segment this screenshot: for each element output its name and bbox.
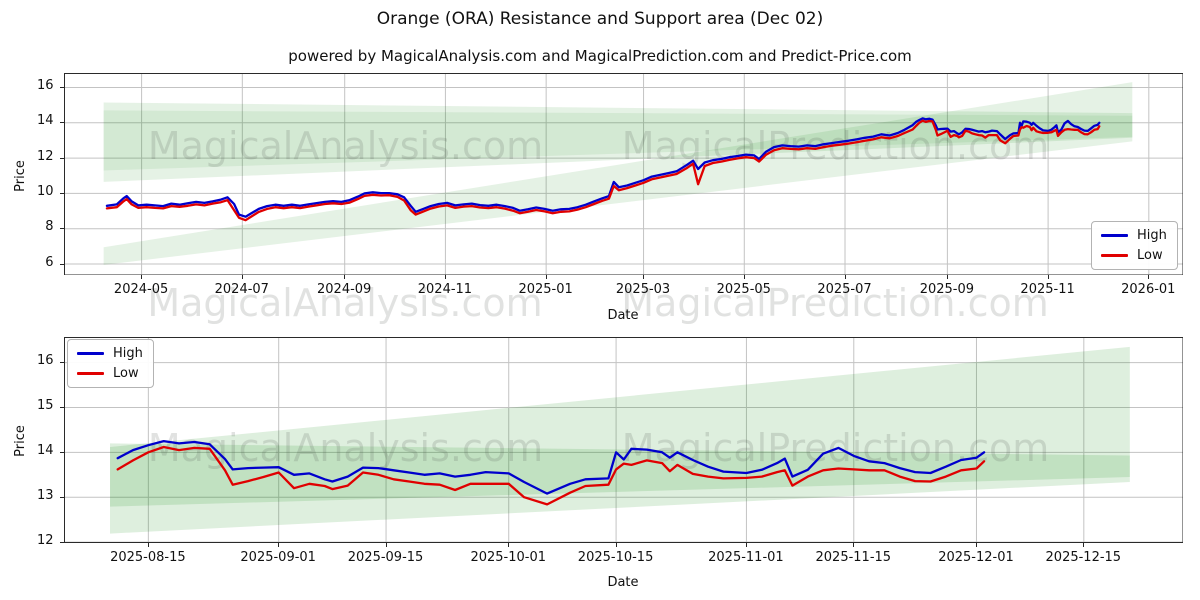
x-tick-label: 2025-11 — [1020, 282, 1075, 297]
legend-item-high: High — [77, 346, 143, 361]
subtitle: powered by MagicalAnalysis.com and Magic… — [288, 47, 912, 65]
low-line — [116, 445, 985, 506]
x-tick — [743, 275, 745, 279]
x-tick — [946, 275, 948, 279]
y-tick — [59, 496, 64, 498]
y-tick-label: 16 — [36, 353, 54, 369]
y-tick-label: 12 — [36, 148, 54, 164]
x-tick — [1148, 275, 1150, 279]
bottom-chart-ylabel: Price — [12, 425, 28, 457]
y-tick — [59, 263, 64, 265]
x-tick-label: 2025-07 — [817, 282, 872, 297]
page-title: Orange (ORA) Resistance and Support area… — [376, 9, 824, 29]
watermark-magicalprediction: MagicalPrediction.com — [621, 281, 1049, 325]
y-tick-label: 16 — [36, 77, 54, 93]
x-tick-label: 2025-10-15 — [577, 549, 654, 565]
y-tick-label: 8 — [45, 219, 54, 235]
y-tick — [59, 192, 64, 194]
x-tick — [1047, 275, 1049, 279]
x-tick-label: 2025-05 — [716, 282, 771, 297]
x-tick-label: 2026-01 — [1121, 282, 1176, 297]
high-line-swatch — [1101, 234, 1128, 237]
x-tick — [508, 542, 510, 547]
x-tick — [241, 275, 243, 279]
x-tick — [545, 275, 547, 279]
x-tick — [1083, 542, 1085, 547]
x-tick-label: 2025-12-15 — [1045, 549, 1122, 565]
x-tick-label: 2025-09 — [919, 282, 975, 297]
bottom-chart-legend: High Low — [67, 339, 154, 388]
x-tick-label: 2025-12-01 — [938, 549, 1014, 565]
x-tick — [344, 275, 346, 279]
y-tick-label: 13 — [36, 487, 54, 503]
legend-label-high: High — [1137, 228, 1167, 243]
y-tick — [59, 122, 64, 124]
x-tick — [853, 542, 855, 547]
legend-label-low: Low — [1137, 248, 1163, 263]
resistance-band — [109, 442, 1130, 507]
axes-spine — [63, 336, 1183, 543]
x-tick — [444, 275, 446, 279]
x-tick-label: 2024-09 — [317, 282, 372, 297]
x-tick — [643, 275, 645, 279]
bottom-chart-xlabel: Date — [607, 575, 639, 590]
x-tick-label: 2025-08-15 — [110, 549, 186, 565]
x-tick — [745, 542, 747, 547]
x-tick — [975, 542, 977, 547]
top-chart-plot: MagicalAnalysis.com MagicalPrediction.com — [63, 72, 1183, 275]
top-chart-legend: High Low — [1091, 221, 1178, 270]
low-line-swatch — [77, 372, 104, 375]
resistance-outer — [103, 101, 1132, 182]
legend-label-low: Low — [113, 366, 139, 381]
x-tick — [141, 275, 143, 279]
support-wedge — [103, 81, 1132, 265]
axes-spine — [63, 72, 1183, 275]
y-tick — [59, 157, 64, 159]
y-tick — [59, 228, 64, 230]
x-tick — [147, 542, 149, 547]
support-band — [109, 346, 1130, 534]
x-tick-label: 2025-09-15 — [347, 549, 424, 565]
watermark-magicalanalysis: MagicalAnalysis.com — [147, 281, 543, 325]
low-line-swatch — [1101, 254, 1128, 257]
x-tick-label: 2024-05 — [113, 282, 169, 297]
y-tick — [59, 86, 64, 88]
x-tick-label: 2025-11-01 — [708, 549, 784, 565]
legend-label-high: High — [113, 346, 143, 361]
y-tick — [59, 406, 64, 408]
y-tick-label: 12 — [36, 532, 54, 548]
y-tick — [59, 451, 64, 453]
x-tick — [844, 275, 846, 279]
resistance-inner — [103, 109, 1132, 170]
x-tick — [385, 542, 387, 547]
low-line — [105, 119, 1100, 221]
x-tick-label: 2025-11-15 — [815, 549, 892, 565]
x-tick — [615, 542, 617, 547]
y-tick — [59, 541, 64, 543]
y-tick — [59, 362, 64, 364]
x-tick-label: 2025-09-01 — [240, 549, 316, 565]
x-tick-label: 2025-03 — [615, 282, 671, 297]
high-line — [105, 116, 1100, 218]
x-tick-label: 2024-07 — [214, 282, 269, 297]
x-tick — [278, 542, 280, 547]
top-chart-ylabel: Price — [12, 160, 28, 192]
legend-item-low: Low — [1101, 248, 1167, 263]
legend-item-low: Low — [77, 366, 143, 381]
watermark-magicalanalysis: MagicalAnalysis.com — [147, 124, 542, 168]
x-tick-label: 2024-11 — [417, 282, 473, 297]
y-tick-label: 15 — [36, 397, 54, 413]
y-tick-label: 6 — [45, 254, 54, 270]
high-line-swatch — [77, 352, 104, 355]
x-tick-label: 2025-10-01 — [470, 549, 546, 565]
legend-item-high: High — [1101, 228, 1167, 243]
bottom-chart-plot: MagicalAnalysis.com MagicalPrediction.com — [63, 336, 1183, 543]
y-tick-label: 14 — [36, 113, 54, 129]
y-tick-label: 14 — [36, 442, 54, 458]
high-line — [116, 439, 985, 495]
x-tick-label: 2025-01 — [518, 282, 573, 297]
top-chart-xlabel: Date — [607, 308, 639, 323]
y-tick-label: 10 — [36, 183, 54, 199]
